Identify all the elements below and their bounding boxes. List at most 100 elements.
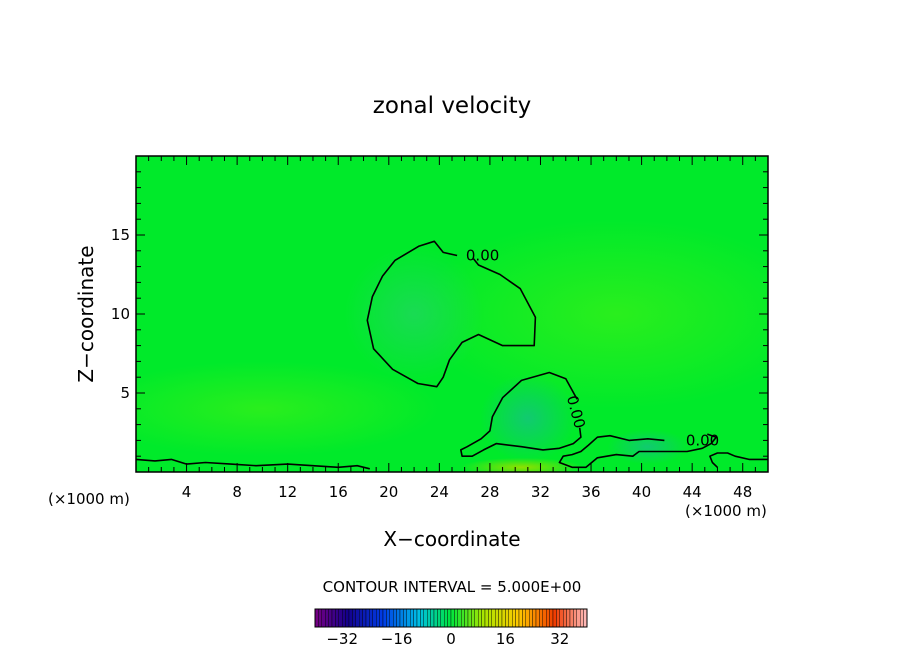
colorbar-cell-66 <box>539 608 544 628</box>
colorbar-cell-60 <box>518 608 523 628</box>
colorbar-cell-61 <box>522 608 527 628</box>
colorbar-cell-11 <box>352 608 356 628</box>
colorbar-cell-34 <box>430 608 435 628</box>
colorbar-cell-24 <box>396 608 401 628</box>
colorbar-cell-69 <box>549 608 554 628</box>
colorbar-cell-9 <box>345 608 350 628</box>
colorbar-frame <box>314 608 588 628</box>
contour-label-2: 0.00 <box>686 431 719 449</box>
colorbar-cell-3 <box>325 608 329 628</box>
colorbar-cell-71 <box>556 608 561 628</box>
x-tick-label-20: 20 <box>379 483 398 501</box>
field-shade-2 <box>344 247 484 381</box>
colorbar-cell-74 <box>566 608 571 628</box>
colorbar-cell-46 <box>471 608 475 628</box>
colorbar-cell-31 <box>420 608 424 628</box>
colorbar-cell-26 <box>403 608 407 628</box>
colorbar-cell-67 <box>542 608 547 628</box>
colorbar-cell-59 <box>515 608 520 628</box>
colorbar-tick-labels: −32 −16 0 16 32 <box>326 630 569 648</box>
colorbar-cell-49 <box>481 608 486 628</box>
colorbar-cell-79 <box>583 608 588 628</box>
y-tick-label-10: 10 <box>111 305 130 323</box>
colorbar-cell-72 <box>559 608 564 628</box>
colorbar-cell-56 <box>505 608 509 628</box>
colorbar-cell-44 <box>464 608 469 628</box>
colorbar-cell-50 <box>484 608 489 628</box>
colorbar-cell-77 <box>576 608 581 628</box>
colorbar-cell-5 <box>331 608 336 628</box>
x-tick-label-8: 8 <box>232 483 242 501</box>
colorbar-cell-40 <box>450 608 455 628</box>
colorbar-cell-63 <box>529 608 533 628</box>
x-tick-label-24: 24 <box>430 483 449 501</box>
contour-line-2 <box>558 433 717 469</box>
x-tick-label-44: 44 <box>683 483 702 501</box>
colorbar-tick-label--16: −16 <box>381 630 413 648</box>
colorbar-cell-32 <box>423 608 428 628</box>
colorbar-cell-45 <box>467 608 472 628</box>
colorbar-cell-33 <box>427 608 431 628</box>
colorbar-cell-75 <box>569 608 574 628</box>
colorbar-cell-4 <box>328 608 333 628</box>
colorbar-tick-label-16: 16 <box>496 630 515 648</box>
colorbar-cell-10 <box>348 608 353 628</box>
x-tick-label-32: 32 <box>531 483 550 501</box>
colorbar-cell-6 <box>335 608 339 628</box>
colorbar-cell-51 <box>488 608 492 628</box>
x-tick-label-28: 28 <box>480 483 499 501</box>
colorbar-cell-38 <box>444 608 448 628</box>
colorbar-cell-19 <box>379 608 384 628</box>
y-tick-label-15: 15 <box>111 226 130 244</box>
colorbar-cell-16 <box>369 608 373 628</box>
colorbar-cell-42 <box>457 608 462 628</box>
colorbar-cell-30 <box>416 608 421 628</box>
contour-line-3 <box>136 458 370 470</box>
colorbar-cell-64 <box>532 608 537 628</box>
colorbar-cell-76 <box>573 608 578 628</box>
chart-title: zonal velocity <box>373 93 531 119</box>
field-shade-5 <box>460 457 583 472</box>
colorbar-cell-52 <box>491 608 496 628</box>
y-axis-ticks: 5 10 15 <box>111 171 768 457</box>
colorbar-cell-54 <box>498 608 503 628</box>
colorbar-cell-22 <box>389 608 394 628</box>
contour-line-1 <box>460 371 582 457</box>
colorbar-cell-21 <box>386 608 390 628</box>
colorbar-tick-label-0: 0 <box>446 630 456 648</box>
colorbar-cell-37 <box>440 608 445 628</box>
colorbar-cell-55 <box>501 608 506 628</box>
x-unit-left: (×1000 m) <box>48 490 130 508</box>
x-tick-label-16: 16 <box>329 483 348 501</box>
x-unit-right: (×1000 m) <box>685 502 767 520</box>
contour-lines <box>136 240 768 470</box>
contour-interval-text: CONTOUR INTERVAL = 5.000E+00 <box>323 578 582 596</box>
colorbar-cell-43 <box>461 608 465 628</box>
colorbar-cell-53 <box>495 608 499 628</box>
colorbar-cell-39 <box>447 608 452 628</box>
colorbar-cell-57 <box>508 608 513 628</box>
velocity-field-shading <box>136 219 768 472</box>
field-shade-3 <box>479 374 576 463</box>
colorbar-cell-73 <box>563 608 567 628</box>
colorbar <box>314 608 588 628</box>
field-shade-4 <box>607 429 689 465</box>
colorbar-cell-70 <box>552 608 557 628</box>
colorbar-cell-0 <box>314 608 319 628</box>
colorbar-cell-20 <box>382 608 387 628</box>
colorbar-cell-15 <box>365 608 370 628</box>
contour-label-0: 0.00 <box>466 247 499 265</box>
colorbar-cell-36 <box>437 608 441 628</box>
x-tick-label-48: 48 <box>733 483 752 501</box>
colorbar-cell-35 <box>433 608 438 628</box>
colorbar-cell-1 <box>318 608 322 628</box>
colorbar-cell-7 <box>338 608 343 628</box>
contour-line-0 <box>366 240 537 388</box>
colorbar-cell-68 <box>546 608 550 628</box>
colorbar-cell-58 <box>512 608 516 628</box>
colorbar-tick-label-32: 32 <box>550 630 569 648</box>
colorbar-cell-14 <box>362 608 367 628</box>
x-axis-label: X−coordinate <box>383 527 520 551</box>
colorbar-cell-18 <box>376 608 380 628</box>
